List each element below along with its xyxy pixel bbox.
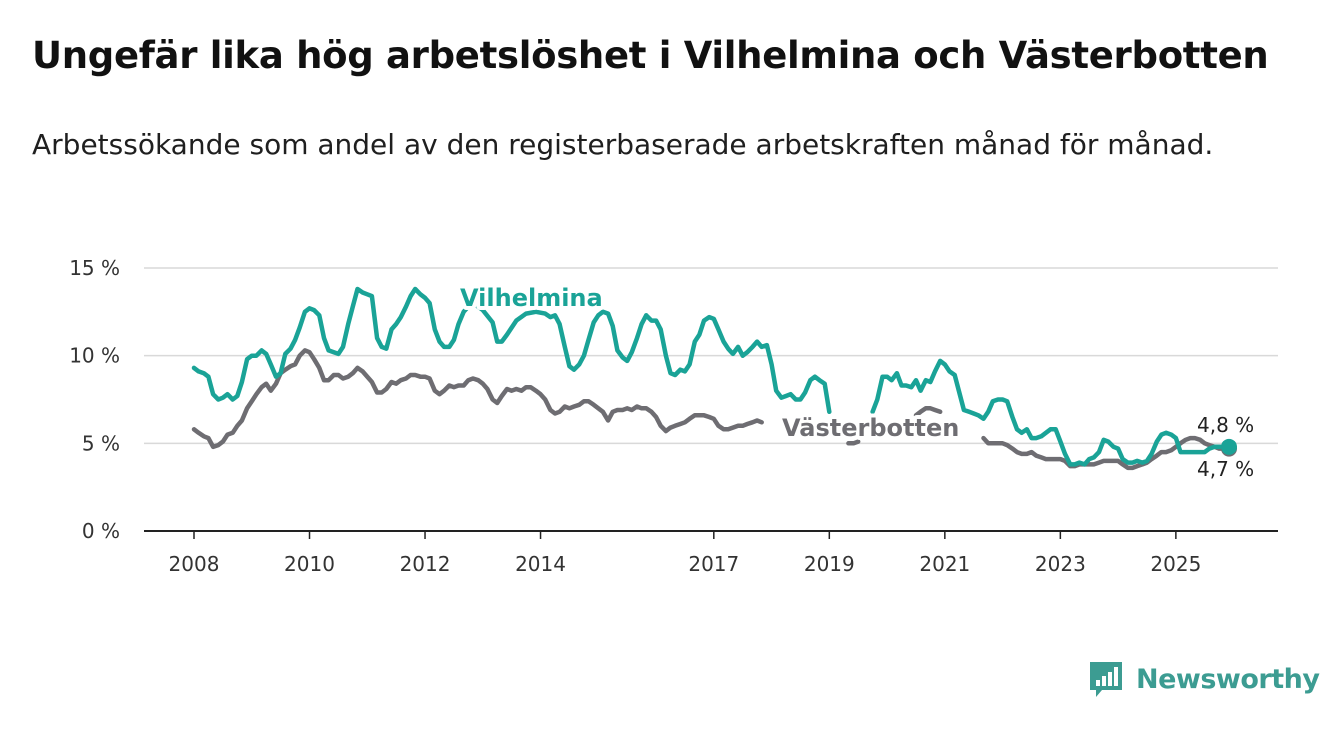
x-tick-label: 2019 [804, 552, 855, 576]
chart-title: Ungefär lika hög arbetslöshet i Vilhelmi… [32, 34, 1269, 77]
chart-logo-icon [1090, 662, 1122, 697]
series-line-vilhelmina [191, 286, 832, 415]
x-tick-label: 2023 [1035, 552, 1086, 576]
chart-subtitle: Arbetssökande som andel av den registerb… [32, 128, 1214, 161]
series-line-vasterbotten [846, 439, 861, 446]
x-tick-label: 2017 [688, 552, 739, 576]
x-tick-label: 2021 [919, 552, 970, 576]
end-label-vilhelmina: 4,8 % [1197, 413, 1254, 437]
x-tick-label: 2008 [169, 552, 220, 576]
line-chart: 0 %5 %10 %15 % 2008 2010 2012 2014 2017 2019 2… [69, 256, 1278, 576]
label-layer: VilhelminaVilhelminaVästerbottenVästerbo… [456, 280, 1254, 481]
y-tick-label: 5 % [82, 431, 120, 455]
brand-name: Newsworthy [1136, 663, 1320, 695]
series-line-vilhelmina [870, 358, 1232, 467]
end-point-vilhelmina [1221, 438, 1237, 455]
x-tick-label: 2010 [284, 552, 335, 576]
end-label-vasterbotten: 4,7 % [1197, 457, 1254, 481]
series-label-vasterbotten-halo: Västerbotten [782, 414, 959, 442]
series-label-vasterbotten: Västerbotten [782, 414, 959, 442]
x-tick-label: 2025 [1150, 552, 1201, 576]
x-tick-label: 2012 [400, 552, 451, 576]
series-line-vasterbotten [191, 348, 764, 450]
series-label-vilhelmina-halo: Vilhelmina [460, 284, 603, 312]
series-layer [191, 286, 1237, 471]
series-label-vilhelmina: Vilhelmina [460, 284, 603, 312]
y-tick-label: 0 % [82, 519, 120, 543]
series-line-vasterbotten [981, 435, 1232, 471]
y-tick-label: 15 % [69, 256, 120, 280]
x-axis-tick-labels: 2008 2010 2012 2014 2017 2019 2021 2023 2025 [169, 531, 1201, 576]
series-line-vasterbotten [913, 406, 943, 418]
x-tick-label: 2014 [515, 552, 566, 576]
y-axis-tick-labels: 0 % 5 % 10 % 15 % [69, 256, 120, 543]
newsworthy-logo: Newsworthy [1088, 660, 1320, 698]
grid-layer [144, 267, 1278, 532]
y-tick-label: 10 % [69, 344, 120, 368]
